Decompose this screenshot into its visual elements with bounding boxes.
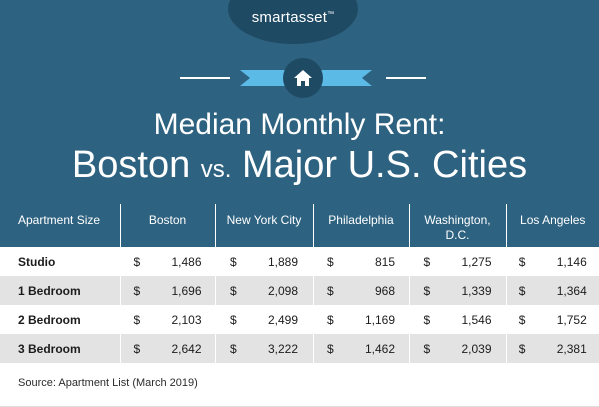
cell-value: 1,364 <box>556 283 587 298</box>
cell-value: 1,339 <box>461 283 492 298</box>
rent-table: Apartment Size Boston New York City Phil… <box>0 204 599 363</box>
cell-value: 968 <box>374 283 395 298</box>
table-cell: $1,146 <box>505 247 599 276</box>
currency-symbol: $ <box>133 254 141 269</box>
currency-symbol: $ <box>133 312 141 327</box>
table-cell: $1,546 <box>408 305 506 334</box>
cell-value: 1,486 <box>171 254 202 269</box>
table-cell: $1,339 <box>408 276 506 305</box>
table-cell: $2,381 <box>505 334 599 363</box>
currency-symbol: $ <box>133 341 141 356</box>
table-cell: $3,222 <box>214 334 313 363</box>
table-cell: $2,098 <box>214 276 313 305</box>
title-line-1: Median Monthly Rent: <box>153 108 446 141</box>
source-note: Source: Apartment List (March 2019) <box>18 377 198 389</box>
cell-value: 2,098 <box>267 283 298 298</box>
table-row: Studio $1,486 $1,889 $815 $1,275 $1,146 <box>0 247 599 276</box>
cell-value: 1,169 <box>364 312 395 327</box>
row-label: Studio <box>0 247 120 276</box>
table-cell: $1,889 <box>214 247 313 276</box>
cell-value: 1,146 <box>556 254 587 269</box>
cell-value: 1,889 <box>267 254 298 269</box>
currency-symbol: $ <box>518 283 526 298</box>
currency-symbol: $ <box>423 312 431 327</box>
column-header: Los Angeles <box>505 204 599 247</box>
table-cell: $1,486 <box>119 247 215 276</box>
table-row: 3 Bedroom $2,642 $3,222 $1,462 $2,039 $2,381 <box>0 334 599 363</box>
currency-symbol: $ <box>518 312 526 327</box>
currency-symbol: $ <box>230 254 237 269</box>
cell-value: 2,499 <box>267 312 298 327</box>
table-cell: $2,642 <box>119 334 215 363</box>
cell-value: 2,642 <box>171 341 202 356</box>
table-cell: $2,039 <box>408 334 506 363</box>
currency-symbol: $ <box>327 341 334 356</box>
table-cell: $1,462 <box>312 334 409 363</box>
currency-symbol: $ <box>327 283 334 298</box>
currency-symbol: $ <box>327 254 334 269</box>
currency-symbol: $ <box>423 254 431 269</box>
table-row: 2 Bedroom $2,103 $2,499 $1,169 $1,546 $1,752 <box>0 305 599 334</box>
currency-symbol: $ <box>327 312 334 327</box>
currency-symbol: $ <box>518 341 526 356</box>
table-body: Studio $1,486 $1,889 $815 $1,275 $1,146 1 Bedr… <box>0 247 599 363</box>
title-rest: Major U.S. Cities <box>242 144 528 186</box>
cell-value: 1,275 <box>461 254 492 269</box>
column-header: Apartment Size <box>0 204 120 247</box>
title-line-2: Boston vs. Major U.S. Cities <box>0 144 599 187</box>
header-banner: smartasset™ Median Monthly Rent: Boston … <box>0 0 599 204</box>
table-cell: $1,696 <box>119 276 215 305</box>
currency-symbol: $ <box>230 283 237 298</box>
row-label: 2 Bedroom <box>0 305 120 334</box>
divider-left <box>180 77 230 79</box>
currency-symbol: $ <box>518 254 526 269</box>
cell-value: 2,039 <box>461 341 492 356</box>
table-cell: $1,275 <box>408 247 506 276</box>
table-header-row: Apartment Size Boston New York City Phil… <box>0 204 599 247</box>
cell-value: 1,696 <box>171 283 202 298</box>
brand-name: smartasset <box>251 9 328 26</box>
table-cell: $1,364 <box>505 276 599 305</box>
title-vs: vs. <box>200 156 232 183</box>
cell-value: 1,462 <box>364 341 395 356</box>
cell-value: 1,752 <box>556 312 587 327</box>
brand-tm: ™ <box>327 11 335 18</box>
currency-symbol: $ <box>230 341 237 356</box>
table-cell: $1,169 <box>312 305 409 334</box>
table-row: 1 Bedroom $1,696 $2,098 $968 $1,339 $1,364 <box>0 276 599 305</box>
row-label: 1 Bedroom <box>0 276 120 305</box>
column-header: Boston <box>119 204 215 247</box>
cell-value: 3,222 <box>267 341 298 356</box>
cell-value: 2,103 <box>171 312 202 327</box>
currency-symbol: $ <box>133 283 141 298</box>
column-header: Washington, D.C. <box>408 204 506 247</box>
title-city: Boston <box>71 144 191 186</box>
currency-symbol: $ <box>423 283 431 298</box>
table-cell: $968 <box>312 276 409 305</box>
table-cell: $2,103 <box>119 305 215 334</box>
house-icon <box>294 70 312 86</box>
row-label: 3 Bedroom <box>0 334 120 363</box>
table-cell: $815 <box>312 247 409 276</box>
divider-right <box>386 77 426 79</box>
column-header: New York City <box>214 204 313 247</box>
currency-symbol: $ <box>423 341 431 356</box>
cell-value: 2,381 <box>556 341 587 356</box>
house-badge <box>283 58 323 98</box>
cell-value: 1,546 <box>461 312 492 327</box>
table-cell: $2,499 <box>214 305 313 334</box>
currency-symbol: $ <box>230 312 237 327</box>
brand-logo: smartasset™ <box>228 9 358 26</box>
cell-value: 815 <box>374 254 395 269</box>
table-cell: $1,752 <box>505 305 599 334</box>
column-header: Philadelphia <box>312 204 409 247</box>
